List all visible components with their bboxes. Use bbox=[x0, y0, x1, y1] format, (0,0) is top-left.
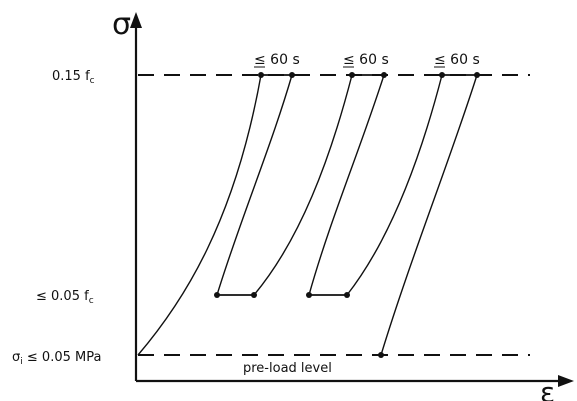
point-c1-top-end bbox=[289, 72, 295, 78]
cycle-2-unloading-curve bbox=[308, 74, 385, 296]
point-c1-top-start bbox=[258, 72, 264, 78]
point-c3-end bbox=[378, 352, 384, 358]
y-axis-label: σ bbox=[112, 7, 131, 42]
point-c2-bottom-end bbox=[344, 292, 350, 298]
x-axis-arrow bbox=[558, 375, 574, 387]
upper-level-label: 0.15 fc bbox=[52, 69, 95, 86]
point-c3-top-end bbox=[474, 72, 480, 78]
preload-level-label: σi ≤ 0.05 MPa bbox=[12, 350, 101, 367]
x-axis-label: ε bbox=[540, 376, 555, 401]
point-c2-top-start bbox=[349, 72, 355, 78]
hold-label-3: ≤ 60 s bbox=[434, 52, 480, 68]
cycle-1-loading-curve bbox=[137, 74, 262, 356]
point-c1-bottom-start bbox=[214, 292, 220, 298]
cycle-1-unloading-curve bbox=[216, 74, 293, 296]
cycle-3-unloading-curve bbox=[380, 74, 478, 356]
cycle-2-loading-curve bbox=[253, 74, 353, 296]
point-c3-top-start bbox=[439, 72, 445, 78]
hold-label-1: ≤ 60 s bbox=[254, 52, 300, 68]
cycle-3-loading-curve bbox=[346, 74, 443, 296]
preload-level-text: pre-load level bbox=[243, 361, 332, 376]
lower-level-label: ≤ 0.05 fc bbox=[36, 289, 94, 306]
y-axis-arrow bbox=[130, 12, 142, 28]
point-c2-bottom-start bbox=[306, 292, 312, 298]
point-c1-bottom-end bbox=[251, 292, 257, 298]
hold-label-2: ≤ 60 s bbox=[343, 52, 389, 68]
point-c2-top-end bbox=[381, 72, 387, 78]
